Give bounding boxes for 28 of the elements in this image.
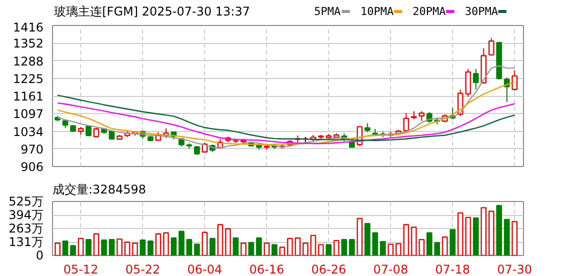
- chart-title: 玻璃主连[FGM] 2025-07-30 13:37: [54, 4, 250, 18]
- x-tick-label: 07-18: [435, 262, 470, 276]
- y-tick-label: 1097: [12, 107, 44, 122]
- y-tick-label: 394万: [8, 208, 44, 222]
- legend-label: 5PMA: [314, 5, 341, 18]
- y-tick-label: 525万: [8, 194, 44, 208]
- x-tick-label: 06-04: [187, 262, 222, 276]
- y-tick-label: 1416: [12, 20, 44, 34]
- chart-title: 成交量:3284598: [52, 182, 146, 196]
- y-tick-label: 1161: [12, 90, 44, 104]
- x-tick-label: 07-08: [373, 262, 408, 276]
- y-tick-label: 0: [36, 248, 44, 262]
- legend-label: 10PMA: [360, 5, 394, 18]
- x-tick-label: 06-26: [311, 262, 346, 276]
- legend-label: 20PMA: [412, 5, 446, 18]
- y-tick-label: 1034: [12, 124, 44, 139]
- y-tick-label: 1225: [12, 72, 44, 86]
- y-tick-label: 1352: [12, 36, 44, 51]
- x-tick-label: 05-12: [63, 262, 98, 276]
- y-tick-label: 970: [20, 142, 44, 156]
- x-tick-label: 05-22: [125, 262, 160, 276]
- y-tick-label: 906: [20, 160, 44, 174]
- legend-label: 30PMA: [464, 5, 498, 18]
- y-tick-label: 263万: [8, 222, 44, 236]
- y-tick-label: 131万: [8, 235, 44, 249]
- x-tick-label: 07-30: [497, 262, 532, 276]
- y-tick-label: 1288: [12, 54, 44, 68]
- x-tick-label: 06-16: [249, 262, 284, 276]
